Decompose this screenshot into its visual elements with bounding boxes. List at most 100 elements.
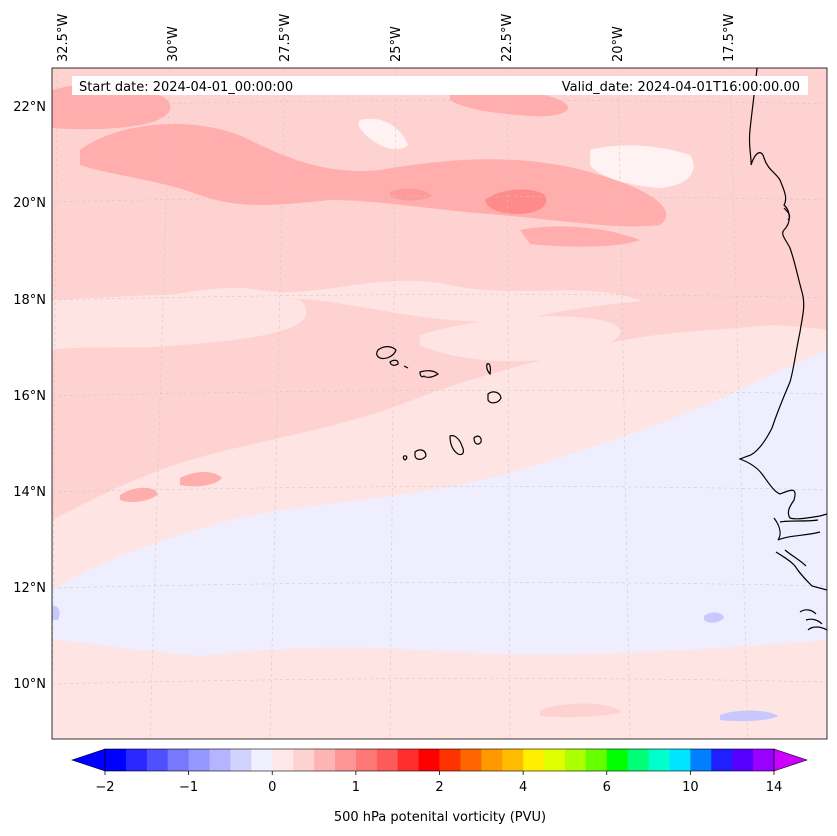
pv-field-light-patch-c — [325, 316, 360, 329]
colorbar-segment — [251, 749, 273, 771]
lon-label-27-5w: 27.5°W — [278, 14, 293, 62]
colorbar-segment — [334, 749, 357, 771]
lat-label-12n: 12°N — [13, 581, 46, 596]
lon-label-17-5w: 17.5°W — [722, 14, 737, 62]
pv-field-pale-strip-b — [420, 315, 621, 362]
colorbar-segment — [711, 749, 733, 771]
colorbar-segment — [544, 749, 566, 771]
island-brava — [402, 455, 408, 461]
colorbar-segment — [146, 749, 169, 771]
lat-label-16n: 16°N — [13, 389, 46, 404]
colorbar-segment — [397, 749, 420, 771]
colorbar-tick-label: −1 — [179, 780, 198, 795]
colorbar-segment — [627, 749, 650, 771]
island-santo-antao — [376, 346, 397, 360]
colorbar-segment — [314, 749, 336, 771]
colorbar-tick-label: 0 — [268, 780, 276, 795]
pv-field-mid-patch-b — [120, 487, 158, 502]
colorbar: −2 −1 0 1 2 4 6 10 14 500 hPa potenital vorticit… — [71, 748, 808, 825]
island-sao-nicolau — [419, 370, 439, 378]
colorbar-segment — [564, 749, 587, 771]
colorbar-tick-label: 2 — [435, 780, 443, 795]
lat-label-22n: 22°N — [13, 100, 46, 115]
colorbar-segment — [230, 749, 252, 771]
map-frame — [51, 67, 828, 740]
colorbar-segment — [502, 749, 524, 771]
colorbar-segment — [167, 749, 190, 771]
pv-field-blue-patch-b — [704, 612, 724, 623]
pv-field-light-patch-d — [175, 423, 198, 439]
pv-field-strong-north — [485, 189, 547, 214]
colorbar-label: 500 hPa potenital vorticity (PVU) — [334, 810, 546, 825]
colorbar-segment — [293, 749, 315, 771]
island-santa-luzia — [403, 365, 409, 369]
colorbar-segment — [606, 749, 629, 771]
colorbar-segment — [648, 749, 670, 771]
lon-label-20w: 20°W — [611, 26, 626, 62]
colorbar-tick-label: 1 — [352, 780, 360, 795]
colorbar-segment — [188, 749, 211, 771]
island-sal — [486, 363, 491, 376]
colorbar-segment — [460, 749, 482, 771]
colorbar-tick-label: 6 — [603, 780, 611, 795]
colorbar-tick-label: 4 — [519, 780, 527, 795]
colorbar-tick-label: 14 — [766, 780, 783, 795]
colorbar-ticks: −2 −1 0 1 2 4 6 10 14 — [95, 771, 782, 795]
pv-field-strong-north-b — [390, 188, 432, 201]
colorbar-segment — [585, 749, 608, 771]
lat-label-18n: 18°N — [13, 293, 46, 308]
lon-label-32-5w: 32.5°W — [56, 14, 71, 62]
lon-label-25w: 25°W — [389, 26, 404, 62]
pv-field-lavender-south — [52, 350, 827, 684]
colorbar-segment — [355, 749, 378, 771]
pv-field-pink-inner-south — [52, 640, 827, 739]
pv-field-mid-north-c — [450, 88, 569, 117]
valid-date-text: Valid_date: 2024-04-01T16:00:00.00 — [562, 80, 800, 95]
cape-verde-islands — [376, 346, 502, 461]
colorbar-segment — [753, 749, 775, 771]
colorbar-segment — [272, 749, 294, 771]
lon-labels: 32.5°W 30°W 27.5°W 25°W 22.5°W 20°W 17.5… — [56, 14, 737, 62]
lat-label-10n: 10°N — [13, 677, 46, 692]
colorbar-over-triangle — [773, 748, 808, 772]
pv-field-blue-patch-a — [720, 710, 778, 722]
colorbar-segment — [105, 749, 127, 771]
colorbar-segment — [523, 749, 545, 771]
colorbar-segments — [105, 749, 775, 771]
colorbar-segment — [376, 749, 399, 771]
map-panel — [52, 68, 827, 739]
lat-labels: 22°N 20°N 18°N 16°N 14°N 12°N 10°N — [13, 100, 46, 692]
colorbar-segment — [209, 749, 231, 771]
colorbar-segment — [125, 749, 148, 771]
start-date-text: Start date: 2024-04-01_00:00:00 — [79, 80, 293, 95]
colorbar-tick-label: −2 — [95, 780, 114, 795]
pv-field-white-b — [590, 145, 694, 188]
lon-label-22-5w: 22.5°W — [500, 14, 515, 62]
colorbar-under-triangle — [71, 748, 106, 772]
colorbar-segment — [418, 749, 440, 771]
lon-label-30w: 30°W — [166, 26, 181, 62]
pv-field-mid-patch-a — [180, 472, 222, 487]
colorbar-segment — [690, 749, 712, 771]
colorbar-segment — [732, 749, 754, 771]
graticule — [52, 68, 827, 739]
island-fogo — [414, 449, 427, 460]
pv-field-pale-strip — [52, 294, 307, 350]
pv-field-light-patch-e — [540, 703, 622, 718]
island-boa-vista — [487, 391, 502, 404]
header-band — [72, 76, 808, 95]
gambia-coast — [775, 519, 827, 631]
pv-field-blue-patch-c — [52, 605, 60, 620]
island-maio — [473, 435, 482, 445]
lat-label-20n: 20°N — [13, 196, 46, 211]
pv-field-light-ridge — [52, 280, 827, 520]
guinea-bissau-coast — [773, 207, 807, 567]
colorbar-tick-label: 10 — [682, 780, 699, 795]
colorbar-segment — [439, 749, 461, 771]
island-santiago — [449, 435, 464, 456]
island-sao-vicente — [389, 359, 399, 366]
colorbar-segment — [669, 749, 691, 771]
lat-label-14n: 14°N — [13, 485, 46, 500]
pv-field-mid-north-d — [520, 226, 640, 247]
